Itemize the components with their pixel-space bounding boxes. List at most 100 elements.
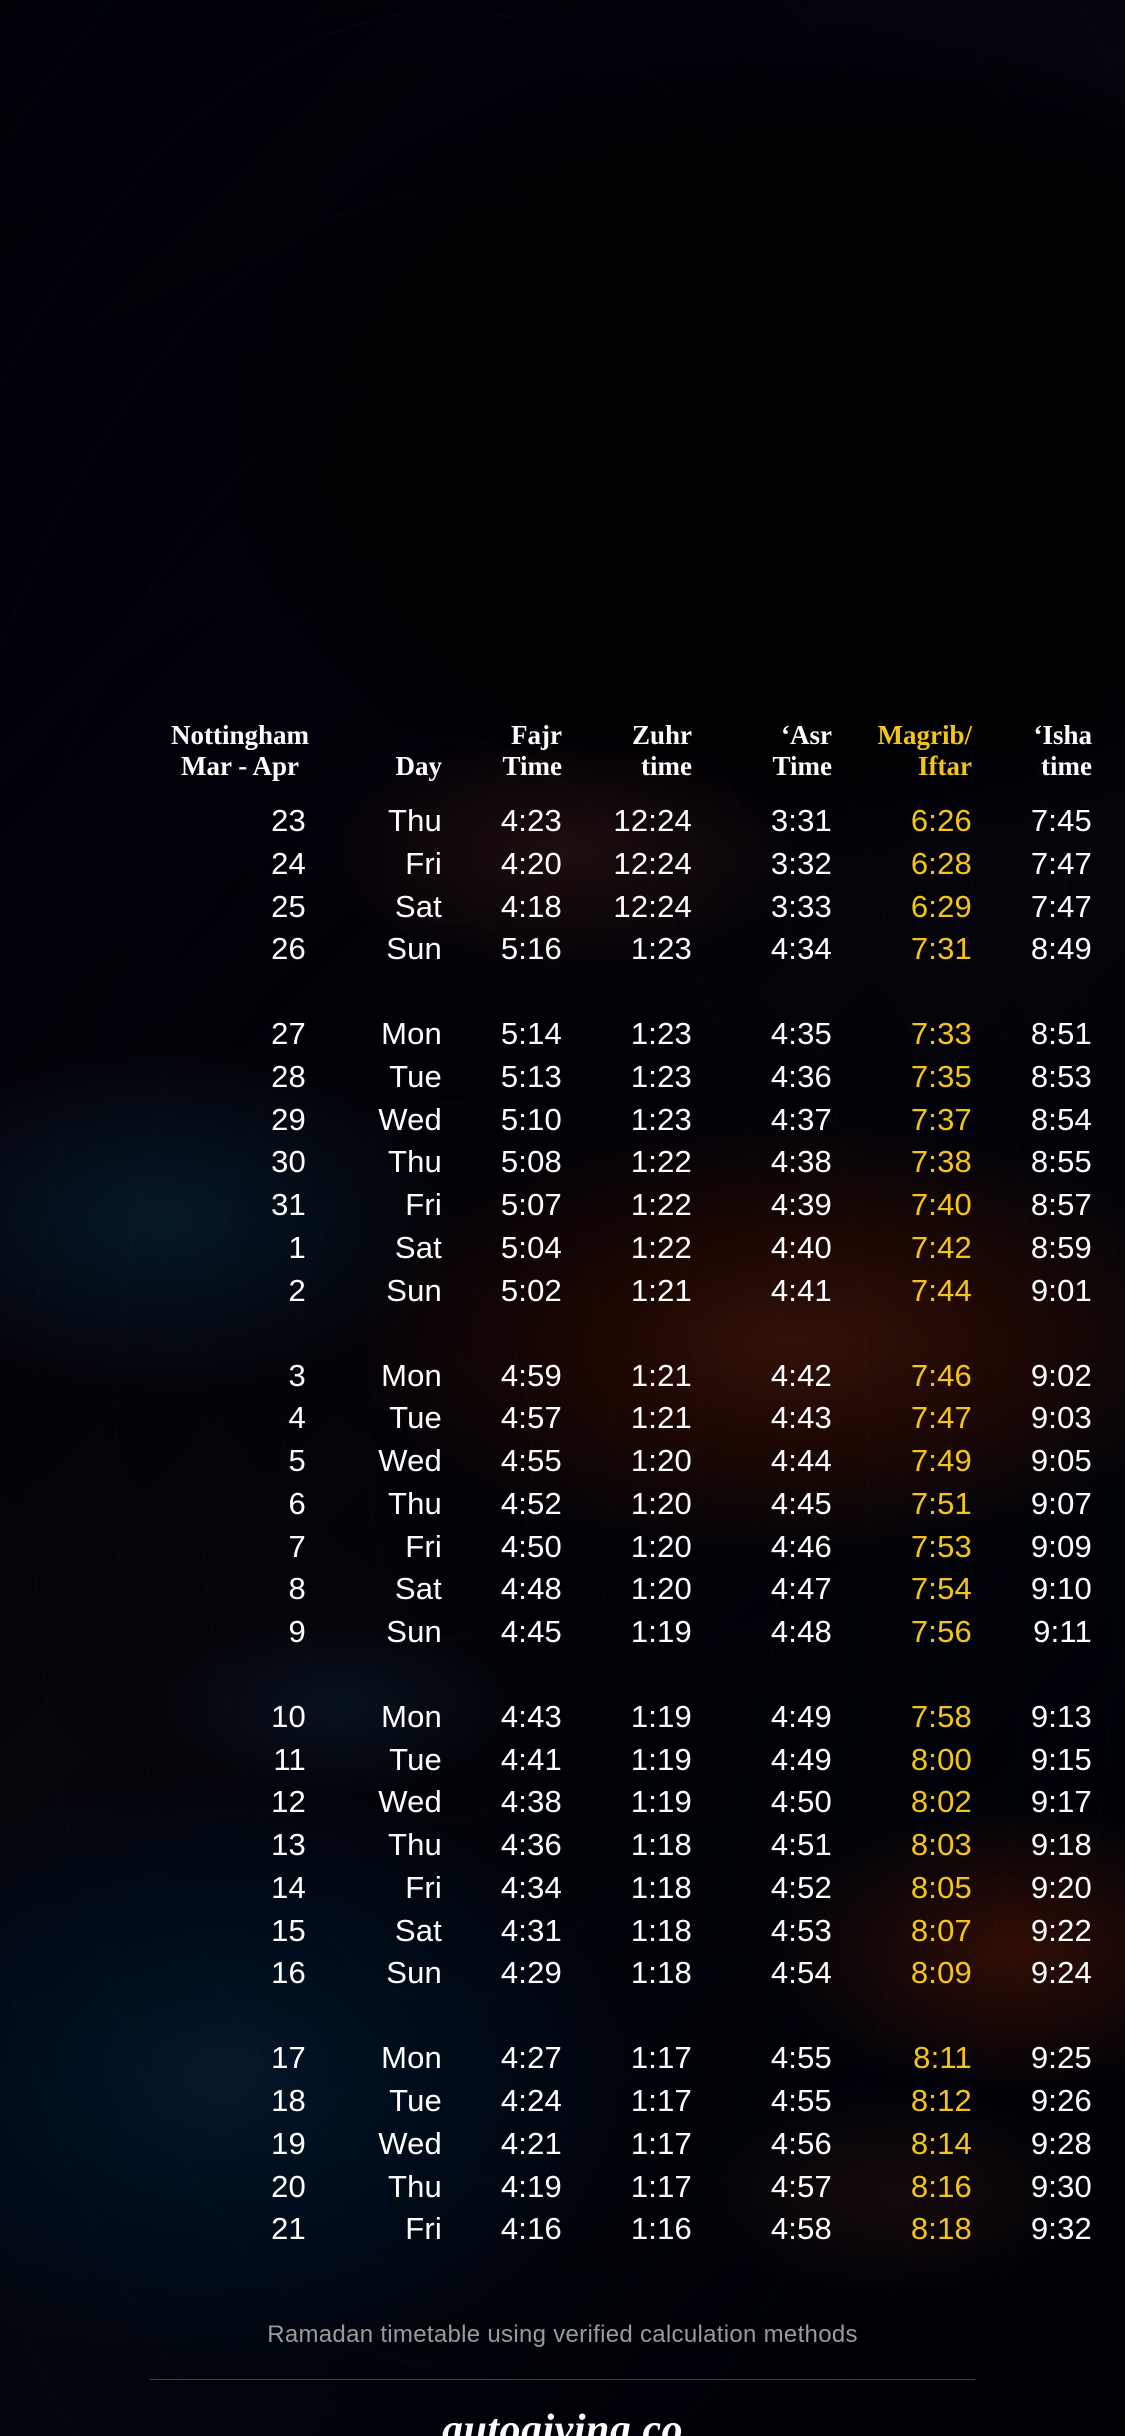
cell-zuhr: 1:17 — [570, 2037, 700, 2080]
prayer-timetable: Nottingham Mar - Apr Day Fajr Time Zuhr … — [150, 720, 975, 2251]
table-row: 19Wed4:211:174:568:149:28 — [150, 2123, 975, 2166]
cell-day: Sat — [330, 1910, 450, 1953]
cell-day: Thu — [330, 1141, 450, 1184]
cell-asr: 4:55 — [700, 2037, 840, 2080]
cell-day: Wed — [330, 2123, 450, 2166]
cell-zuhr: 1:20 — [570, 1526, 700, 1569]
cell-date: 27 — [150, 1013, 330, 1056]
table-row: 30Thu5:081:224:387:388:55 — [150, 1141, 975, 1184]
table-row: 5Wed4:551:204:447:499:05 — [150, 1440, 975, 1483]
cell-zuhr: 1:19 — [570, 1739, 700, 1782]
cell-asr: 4:43 — [700, 1397, 840, 1440]
cell-fajr: 4:24 — [450, 2080, 570, 2123]
cell-date: 7 — [150, 1526, 330, 1569]
cell-asr: 4:37 — [700, 1099, 840, 1142]
cell-zuhr: 1:23 — [570, 1056, 700, 1099]
cell-date: 12 — [150, 1781, 330, 1824]
cell-isha: 8:49 — [980, 928, 1100, 971]
table-row: 3Mon4:591:214:427:469:02 — [150, 1355, 975, 1398]
brand-text: autogiving.co — [150, 2406, 975, 2436]
cell-isha: 9:05 — [980, 1440, 1100, 1483]
table-row: 20Thu4:191:174:578:169:30 — [150, 2166, 975, 2209]
cell-asr: 4:45 — [700, 1483, 840, 1526]
cell-day: Mon — [330, 2037, 450, 2080]
cell-zuhr: 1:17 — [570, 2166, 700, 2209]
cell-date: 2 — [150, 1270, 330, 1313]
cell-isha: 9:28 — [980, 2123, 1100, 2166]
cell-asr: 4:36 — [700, 1056, 840, 1099]
cell-zuhr: 1:22 — [570, 1184, 700, 1227]
cell-magrib: 8:00 — [840, 1739, 980, 1782]
cell-isha: 9:13 — [980, 1696, 1100, 1739]
cell-date: 24 — [150, 843, 330, 886]
cell-day: Mon — [330, 1355, 450, 1398]
cell-day: Mon — [330, 1013, 450, 1056]
week-group: 27Mon5:141:234:357:338:5128Tue5:131:234:… — [150, 1013, 975, 1312]
cell-date: 23 — [150, 800, 330, 843]
cell-fajr: 4:23 — [450, 800, 570, 843]
cell-day: Tue — [330, 1397, 450, 1440]
table-row: 17Mon4:271:174:558:119:25 — [150, 2037, 975, 2080]
cell-isha: 9:03 — [980, 1397, 1100, 1440]
cell-date: 4 — [150, 1397, 330, 1440]
footer: Ramadan timetable using verified calcula… — [150, 2321, 975, 2436]
cell-isha: 9:18 — [980, 1824, 1100, 1867]
cell-isha: 9:32 — [980, 2208, 1100, 2251]
cell-day: Fri — [330, 843, 450, 886]
table-row: 27Mon5:141:234:357:338:51 — [150, 1013, 975, 1056]
cell-isha: 9:01 — [980, 1270, 1100, 1313]
cell-day: Sat — [330, 886, 450, 929]
cell-date: 21 — [150, 2208, 330, 2251]
cell-fajr: 5:07 — [450, 1184, 570, 1227]
table-row: 1Sat5:041:224:407:428:59 — [150, 1227, 975, 1270]
table-row: 11Tue4:411:194:498:009:15 — [150, 1739, 975, 1782]
cell-zuhr: 1:23 — [570, 1099, 700, 1142]
cell-fajr: 4:41 — [450, 1739, 570, 1782]
cell-date: 3 — [150, 1355, 330, 1398]
cell-magrib: 8:11 — [840, 2037, 980, 2080]
cell-day: Thu — [330, 1824, 450, 1867]
week-group: 3Mon4:591:214:427:469:024Tue4:571:214:43… — [150, 1355, 975, 1654]
cell-magrib: 7:47 — [840, 1397, 980, 1440]
table-row: 23Thu4:2312:243:316:267:45 — [150, 800, 975, 843]
table-header-row: Nottingham Mar - Apr Day Fajr Time Zuhr … — [150, 720, 975, 782]
table-row: 16Sun4:291:184:548:099:24 — [150, 1952, 975, 1995]
header-magrib: Magrib/ Iftar — [840, 720, 980, 782]
cell-magrib: 6:28 — [840, 843, 980, 886]
cell-asr: 4:56 — [700, 2123, 840, 2166]
cell-fajr: 4:52 — [450, 1483, 570, 1526]
cell-date: 13 — [150, 1824, 330, 1867]
cell-date: 30 — [150, 1141, 330, 1184]
cell-asr: 4:53 — [700, 1910, 840, 1953]
cell-fajr: 4:16 — [450, 2208, 570, 2251]
cell-day: Thu — [330, 1483, 450, 1526]
cell-magrib: 7:56 — [840, 1611, 980, 1654]
cell-asr: 3:33 — [700, 886, 840, 929]
table-row: 9Sun4:451:194:487:569:11 — [150, 1611, 975, 1654]
cell-day: Thu — [330, 2166, 450, 2209]
cell-date: 8 — [150, 1568, 330, 1611]
cell-date: 18 — [150, 2080, 330, 2123]
header-fajr: Fajr Time — [450, 720, 570, 782]
header-location-line2: Mar - Apr — [181, 751, 299, 781]
cell-magrib: 8:14 — [840, 2123, 980, 2166]
cell-date: 26 — [150, 928, 330, 971]
cell-asr: 3:32 — [700, 843, 840, 886]
cell-zuhr: 1:21 — [570, 1397, 700, 1440]
cell-isha: 8:51 — [980, 1013, 1100, 1056]
cell-date: 11 — [150, 1739, 330, 1782]
cell-magrib: 7:42 — [840, 1227, 980, 1270]
header-asr: ‘Asr Time — [700, 720, 840, 782]
cell-zuhr: 1:19 — [570, 1611, 700, 1654]
cell-day: Sat — [330, 1227, 450, 1270]
cell-isha: 9:10 — [980, 1568, 1100, 1611]
cell-asr: 4:40 — [700, 1227, 840, 1270]
cell-asr: 4:52 — [700, 1867, 840, 1910]
table-row: 25Sat4:1812:243:336:297:47 — [150, 886, 975, 929]
table-row: 14Fri4:341:184:528:059:20 — [150, 1867, 975, 1910]
cell-fajr: 5:02 — [450, 1270, 570, 1313]
cell-zuhr: 12:24 — [570, 800, 700, 843]
table-row: 15Sat4:311:184:538:079:22 — [150, 1910, 975, 1953]
header-zuhr: Zuhr time — [570, 720, 700, 782]
cell-zuhr: 1:17 — [570, 2080, 700, 2123]
